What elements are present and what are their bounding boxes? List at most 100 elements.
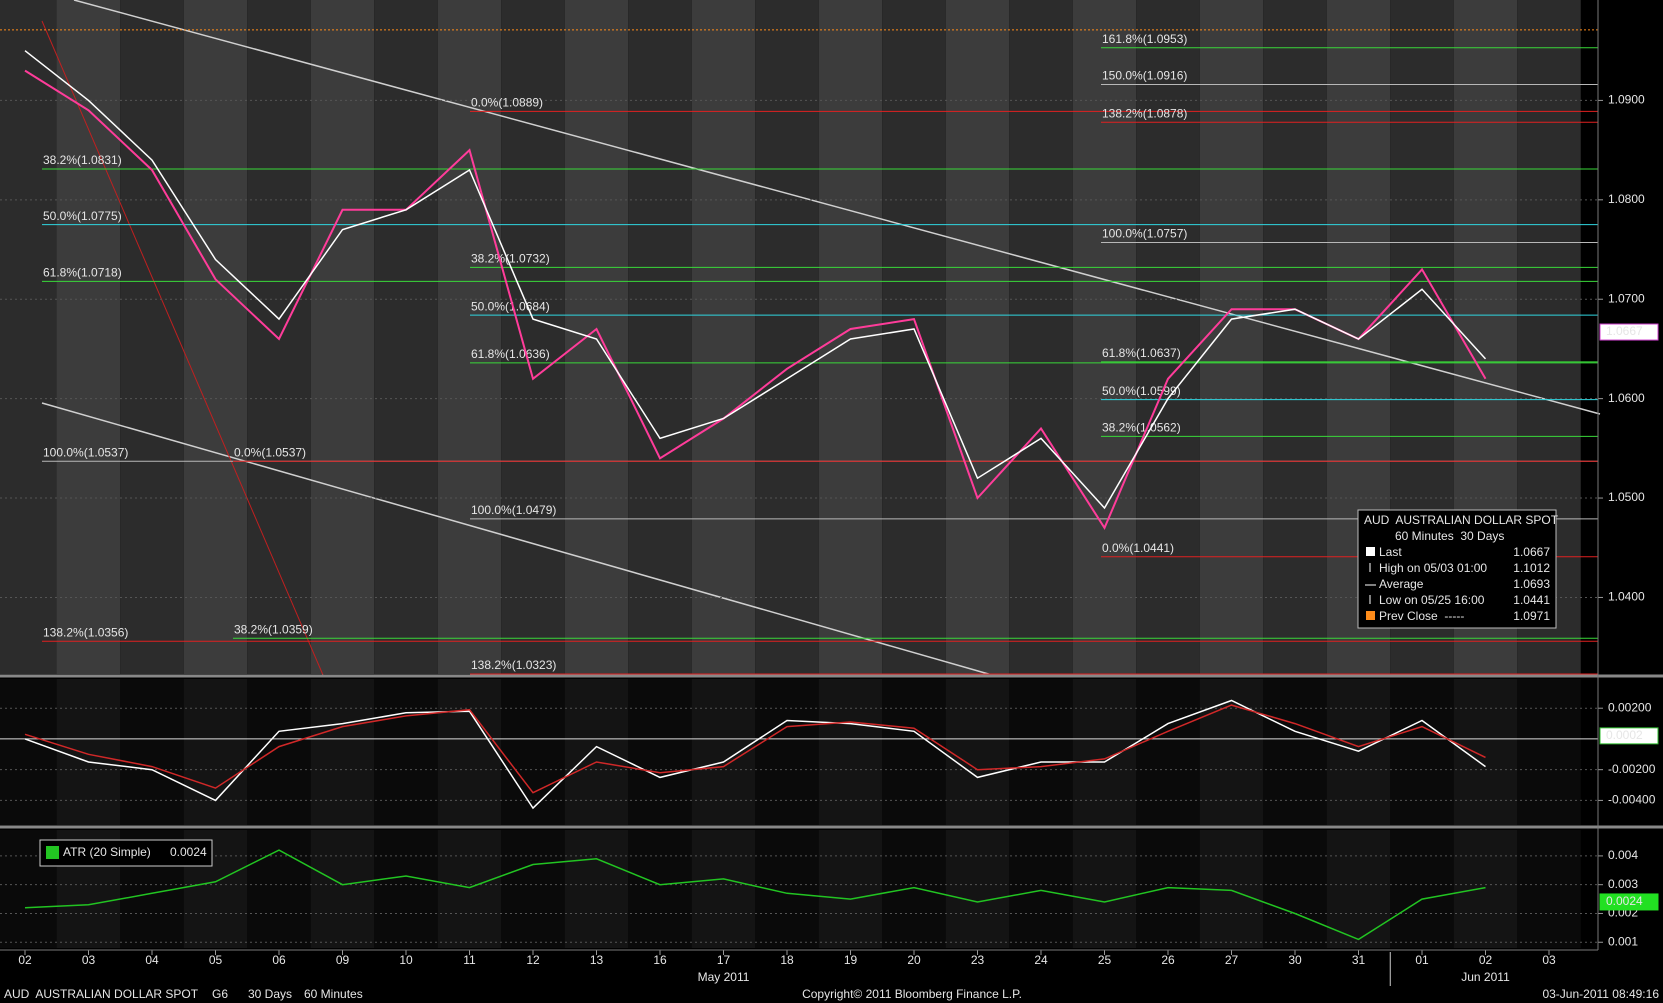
x-tick-label: 25 (1098, 953, 1112, 967)
day-band (945, 0, 1010, 674)
y-tick-label: -0.00400 (1608, 793, 1656, 807)
day-band (56, 679, 121, 825)
x-tick-label: 24 (1034, 953, 1048, 967)
x-tick-label: 10 (399, 953, 413, 967)
fib-label: 0.0%(1.0889) (471, 96, 543, 110)
day-band (501, 679, 565, 825)
info-row-label: Average (1379, 577, 1424, 591)
day-band (310, 0, 375, 674)
day-band (882, 830, 946, 948)
day-band (437, 679, 502, 825)
fib-label: 100.0%(1.0479) (471, 503, 556, 517)
day-band (1517, 679, 1581, 825)
x-tick-label: 17 (717, 953, 731, 967)
day-band (564, 679, 629, 825)
day-band (0, 679, 64, 825)
x-tick-label: 19 (844, 953, 858, 967)
series-line (24, 50, 1487, 510)
day-band (1326, 830, 1391, 948)
month-label: Jun 2011 (1461, 970, 1510, 984)
info-row-value: 1.1012 (1513, 561, 1550, 575)
day-band (247, 830, 311, 948)
month-label: May 2011 (698, 970, 750, 984)
day-band (247, 679, 311, 825)
x-tick-label: 11 (463, 953, 476, 967)
day-band (691, 679, 756, 825)
fib-label: 38.2%(1.0562) (1102, 421, 1181, 435)
day-band (1453, 830, 1518, 948)
fib-label: 100.0%(1.0537) (43, 445, 128, 459)
day-band (1009, 830, 1073, 948)
fib-label: 161.8%(1.0953) (1102, 32, 1187, 46)
day-band (882, 0, 946, 674)
x-tick-label: 09 (336, 953, 350, 967)
day-band (1326, 679, 1391, 825)
fib-label: 61.8%(1.0718) (43, 266, 122, 280)
fib-label: 38.2%(1.0359) (234, 622, 313, 636)
info-icon (1366, 611, 1375, 620)
info-row-value: 1.0441 (1513, 593, 1550, 607)
fib-label: 61.8%(1.0637) (1102, 346, 1181, 360)
series-line (24, 699, 1486, 810)
info-row-label: Low on 05/25 16:00 (1379, 593, 1485, 607)
day-band (882, 679, 946, 825)
x-tick-label: 02 (18, 953, 32, 967)
fib-label: 138.2%(1.0323) (471, 658, 556, 672)
day-band (1136, 679, 1200, 825)
fib-label: 0.0%(1.0537) (234, 445, 306, 459)
fib-label: 138.2%(1.0356) (43, 625, 128, 639)
day-band (1390, 679, 1454, 825)
y-tick-label: 0.004 (1608, 848, 1638, 862)
day-band (1199, 0, 1264, 674)
day-band (691, 0, 756, 674)
last-value-tag (1599, 893, 1659, 911)
y-tick-label: 0.00200 (1608, 700, 1652, 714)
footer-text: Copyright© 2011 Bloomberg Finance L.P. (802, 987, 1022, 1001)
series-line (24, 849, 1486, 941)
fib-label: 50.0%(1.0684) (471, 299, 550, 313)
day-band (183, 0, 248, 674)
trend-line (41, 20, 324, 676)
info-title: AUD AUSTRALIAN DOLLAR SPOT (1364, 513, 1559, 527)
day-band (120, 679, 184, 825)
day-band (1390, 830, 1454, 948)
fib-label: 50.0%(1.0599) (1102, 384, 1181, 398)
y-tick-label: 1.0800 (1608, 192, 1645, 206)
day-band (691, 830, 756, 948)
day-band (310, 830, 375, 948)
info-icon (1366, 547, 1375, 556)
day-band (1263, 679, 1327, 825)
day-band (628, 0, 692, 674)
day-band (56, 0, 121, 674)
info-row-value: 1.0693 (1513, 577, 1550, 591)
fib-label: 38.2%(1.0732) (471, 252, 550, 266)
day-band (818, 0, 883, 674)
info-row-value: 1.0667 (1513, 545, 1550, 559)
fib-label: 50.0%(1.0775) (43, 209, 122, 223)
day-band (945, 830, 1010, 948)
x-tick-label: 04 (145, 953, 159, 967)
plot: 1.0400 1.0500 1.0600 1.0700 1.0800 1.0900 38.2… (0, 29, 1659, 1001)
last-value-tag (1599, 727, 1659, 745)
day-band (501, 830, 565, 948)
info-box-frame (1357, 509, 1557, 629)
x-tick-label: 06 (272, 953, 286, 967)
info-rows: Last 1.0667 High on 05/03 01:00 1.1012 Avera… (1379, 545, 1550, 623)
y-tick-label: 1.0600 (1608, 391, 1645, 405)
day-band (0, 0, 64, 674)
info-row-label: High on 05/03 01:00 (1379, 561, 1487, 575)
footer-text: AUD AUSTRALIAN DOLLAR SPOT (4, 987, 199, 1001)
x-tick-label: 03 (1542, 953, 1556, 967)
x-tick-label: 26 (1161, 953, 1175, 967)
day-band (564, 0, 629, 674)
day-band (437, 830, 502, 948)
day-band (1453, 679, 1518, 825)
trend-line (41, 402, 993, 676)
day-band (564, 830, 629, 948)
day-band (310, 679, 375, 825)
day-band (818, 830, 883, 948)
x-tick-label: 16 (653, 953, 667, 967)
day-band (945, 679, 1010, 825)
legend-value: 0.0024 (170, 845, 207, 859)
footer-text: 60 Minutes (304, 987, 363, 1001)
